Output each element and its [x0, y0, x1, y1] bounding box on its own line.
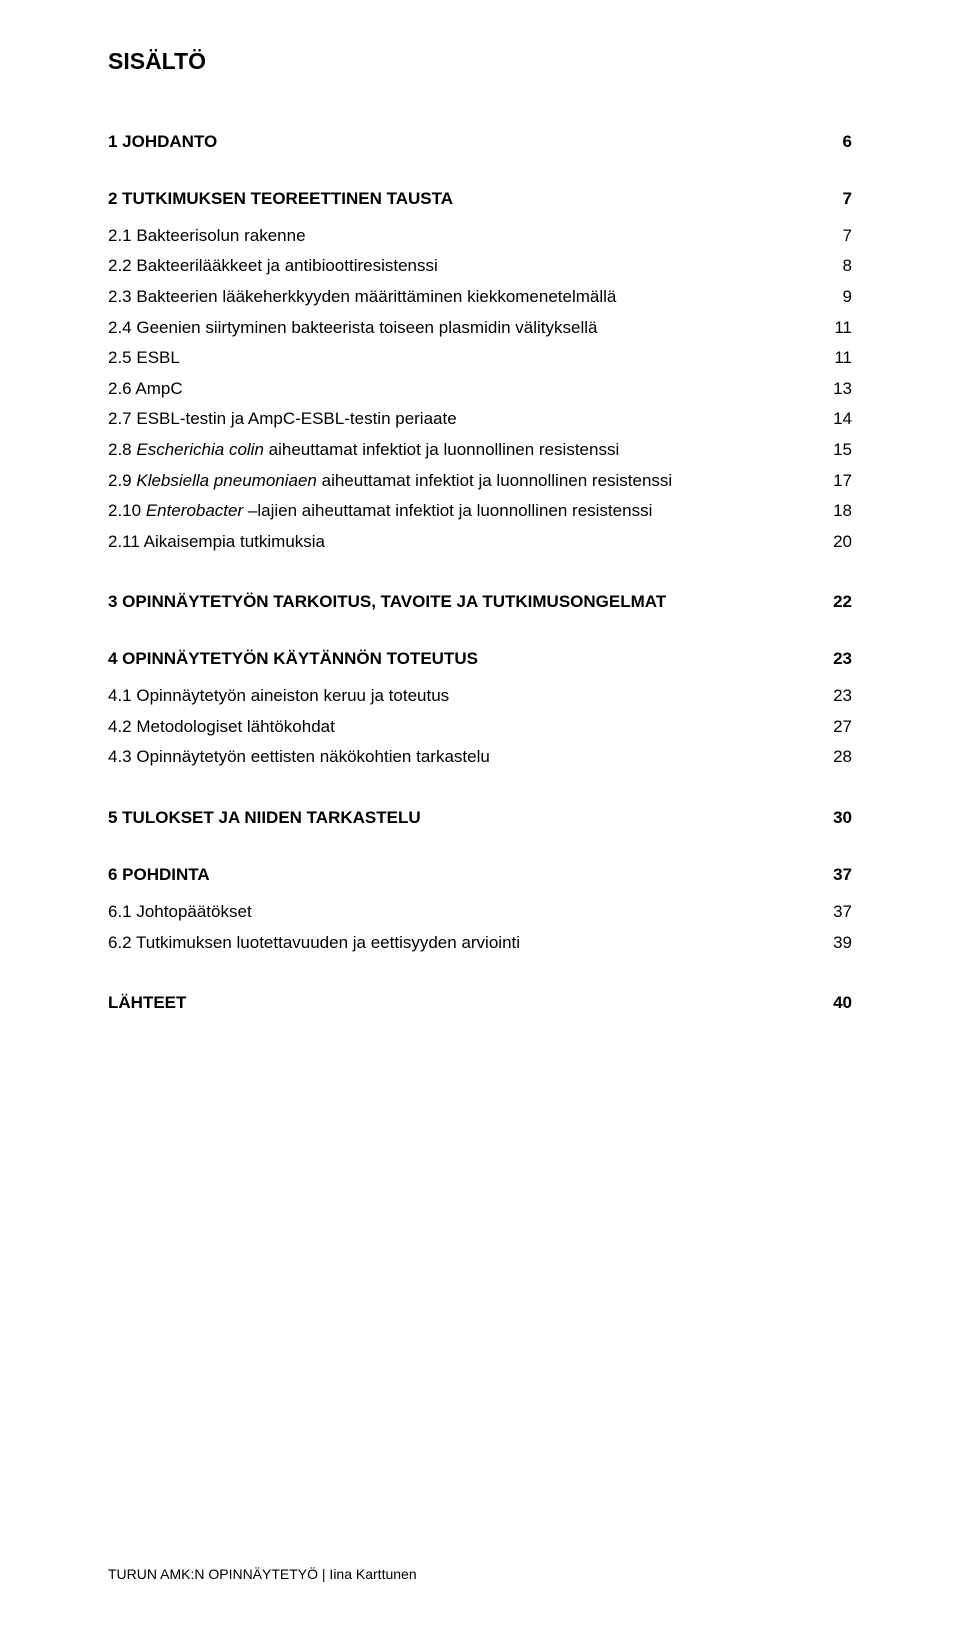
toc-section-label: 2 TUTKIMUKSEN TEOREETTINEN TAUSTA — [108, 188, 453, 211]
toc-entry-label: 2.9 Klebsiella pneumoniaen aiheuttamat i… — [108, 466, 822, 497]
toc-entry: 2.2 Bakteerilääkkeet ja antibioottiresis… — [108, 251, 852, 282]
toc-entry-page: 15 — [822, 435, 852, 466]
toc-section-page: 23 — [822, 648, 852, 671]
toc-entry-label: 4.1 Opinnäytetyön aineiston keruu ja tot… — [108, 681, 822, 712]
toc-body: 1 JOHDANTO 6 2 TUTKIMUKSEN TEOREETTINEN TA… — [108, 131, 852, 1015]
toc-section-page: 40 — [822, 992, 852, 1015]
toc-entry: 2.10 Enterobacter –lajien aiheuttamat in… — [108, 496, 852, 527]
toc-entry-label: 6.2 Tutkimuksen luotettavuuden ja eettis… — [108, 928, 822, 959]
toc-entry: 2.7 ESBL-testin ja AmpC-ESBL-testin peri… — [108, 404, 852, 435]
toc-entry-page: 27 — [822, 712, 852, 743]
toc-entry-label: 2.11 Aikaisempia tutkimuksia — [108, 527, 822, 558]
toc-entry-page: 20 — [822, 527, 852, 558]
toc-section-page: 37 — [822, 864, 852, 887]
page: SISÄLTÖ 1 JOHDANTO 6 2 TUTKIMUKSEN TEOREET… — [0, 0, 960, 1626]
toc-section-head: 4 OPINNÄYTETYÖN KÄYTÄNNÖN TOTEUTUS 23 — [108, 648, 852, 671]
toc-entry-page: 18 — [822, 496, 852, 527]
toc-entry-label: 2.10 Enterobacter –lajien aiheuttamat in… — [108, 496, 822, 527]
toc-section-label: 1 JOHDANTO — [108, 131, 217, 154]
toc-entry-page: 9 — [822, 282, 852, 313]
toc-entry: 2.6 AmpC13 — [108, 374, 852, 405]
toc-section-label: 6 POHDINTA — [108, 864, 210, 887]
toc-entry-label: 2.1 Bakteerisolun rakenne — [108, 221, 822, 252]
toc-section-page: 22 — [822, 591, 852, 614]
toc-entry: 6.2 Tutkimuksen luotettavuuden ja eettis… — [108, 928, 852, 959]
footer-text: TURUN AMK:N OPINNÄYTETYÖ | Iina Karttune… — [108, 1566, 417, 1582]
toc-section-head: 1 JOHDANTO 6 — [108, 131, 852, 154]
toc-entry-page: 28 — [822, 742, 852, 773]
toc-entry: 4.3 Opinnäytetyön eettisten näkökohtien … — [108, 742, 852, 773]
toc-entry: 2.9 Klebsiella pneumoniaen aiheuttamat i… — [108, 466, 852, 497]
toc-entry: 4.1 Opinnäytetyön aineiston keruu ja tot… — [108, 681, 852, 712]
toc-entry-label: 4.3 Opinnäytetyön eettisten näkökohtien … — [108, 742, 822, 773]
toc-section-head: 2 TUTKIMUKSEN TEOREETTINEN TAUSTA 7 — [108, 188, 852, 211]
toc-entry-label: 2.7 ESBL-testin ja AmpC-ESBL-testin peri… — [108, 404, 822, 435]
toc-entry-page: 11 — [822, 343, 852, 374]
toc-entry: 6.1 Johtopäätökset37 — [108, 897, 852, 928]
toc-entry-label: 6.1 Johtopäätökset — [108, 897, 822, 928]
toc-section-head: 3 OPINNÄYTETYÖN TARKOITUS, TAVOITE JA TU… — [108, 591, 852, 614]
toc-section-label: LÄHTEET — [108, 992, 186, 1015]
toc-entry-page: 7 — [822, 221, 852, 252]
toc-section-head: LÄHTEET 40 — [108, 992, 852, 1015]
toc-entry-page: 13 — [822, 374, 852, 405]
toc-entry-page: 8 — [822, 251, 852, 282]
toc-entry-label: 2.3 Bakteerien lääkeherkkyyden määrittäm… — [108, 282, 822, 313]
toc-entry-label: 2.8 Escherichia colin aiheuttamat infekt… — [108, 435, 822, 466]
toc-entry: 4.2 Metodologiset lähtökohdat27 — [108, 712, 852, 743]
toc-entry: 2.4 Geenien siirtyminen bakteerista tois… — [108, 313, 852, 344]
toc-entry-label: 2.6 AmpC — [108, 374, 822, 405]
toc-entry-page: 14 — [822, 404, 852, 435]
toc-section-label: 3 OPINNÄYTETYÖN TARKOITUS, TAVOITE JA TU… — [108, 591, 666, 614]
toc-section-label: 5 TULOKSET JA NIIDEN TARKASTELU — [108, 807, 421, 830]
toc-section-page: 30 — [822, 807, 852, 830]
toc-entry-page: 17 — [822, 466, 852, 497]
toc-entry-label: 2.5 ESBL — [108, 343, 822, 374]
toc-entry: 2.1 Bakteerisolun rakenne7 — [108, 221, 852, 252]
toc-entry-label: 4.2 Metodologiset lähtökohdat — [108, 712, 822, 743]
toc-entry-label: 2.2 Bakteerilääkkeet ja antibioottiresis… — [108, 251, 822, 282]
toc-section-page: 6 — [822, 131, 852, 154]
toc-section-label: 4 OPINNÄYTETYÖN KÄYTÄNNÖN TOTEUTUS — [108, 648, 478, 671]
toc-entry: 2.8 Escherichia colin aiheuttamat infekt… — [108, 435, 852, 466]
toc-entry: 2.3 Bakteerien lääkeherkkyyden määrittäm… — [108, 282, 852, 313]
toc-entry-page: 39 — [822, 928, 852, 959]
toc-section-page: 7 — [822, 188, 852, 211]
toc-entry-page: 11 — [822, 313, 852, 344]
toc-section-head: 6 POHDINTA 37 — [108, 864, 852, 887]
toc-section-head: 5 TULOKSET JA NIIDEN TARKASTELU 30 — [108, 807, 852, 830]
toc-entry-page: 37 — [822, 897, 852, 928]
document-title: SISÄLTÖ — [108, 48, 852, 75]
toc-entry: 2.11 Aikaisempia tutkimuksia20 — [108, 527, 852, 558]
toc-entry: 2.5 ESBL11 — [108, 343, 852, 374]
toc-entry-label: 2.4 Geenien siirtyminen bakteerista tois… — [108, 313, 822, 344]
toc-entry-page: 23 — [822, 681, 852, 712]
